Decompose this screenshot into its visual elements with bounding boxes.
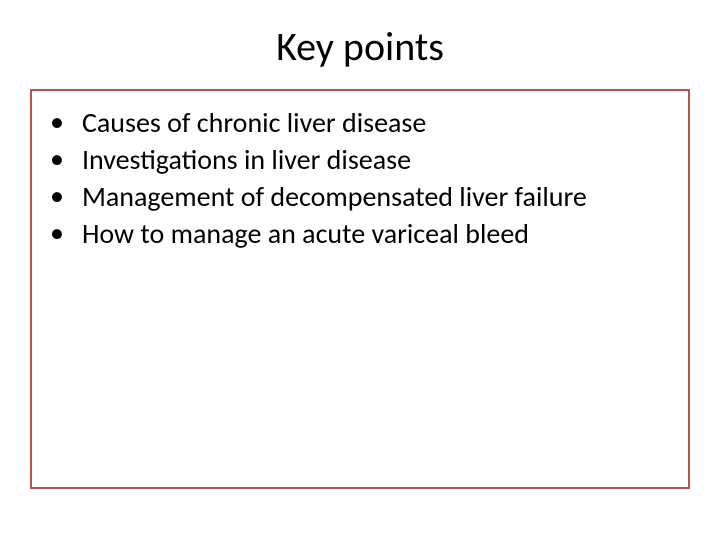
list-item: • Causes of chronic liver disease (50, 105, 670, 140)
list-item: • Investigations in liver disease (50, 142, 670, 177)
list-item: • Management of decompensated liver fail… (50, 179, 670, 214)
bullet-marker-icon: • (50, 142, 64, 176)
bullet-list: • Causes of chronic liver disease • Inve… (50, 105, 670, 251)
content-box: • Causes of chronic liver disease • Inve… (30, 89, 690, 489)
bullet-marker-icon: • (50, 105, 64, 139)
bullet-text: Investigations in liver disease (82, 142, 411, 177)
bullet-text: Causes of chronic liver disease (82, 105, 426, 140)
bullet-marker-icon: • (50, 216, 64, 250)
list-item: • How to manage an acute variceal bleed (50, 216, 670, 251)
slide-title: Key points (0, 0, 720, 89)
bullet-text: Management of decompensated liver failur… (82, 179, 587, 214)
bullet-text: How to manage an acute variceal bleed (82, 216, 529, 251)
bullet-marker-icon: • (50, 179, 64, 213)
